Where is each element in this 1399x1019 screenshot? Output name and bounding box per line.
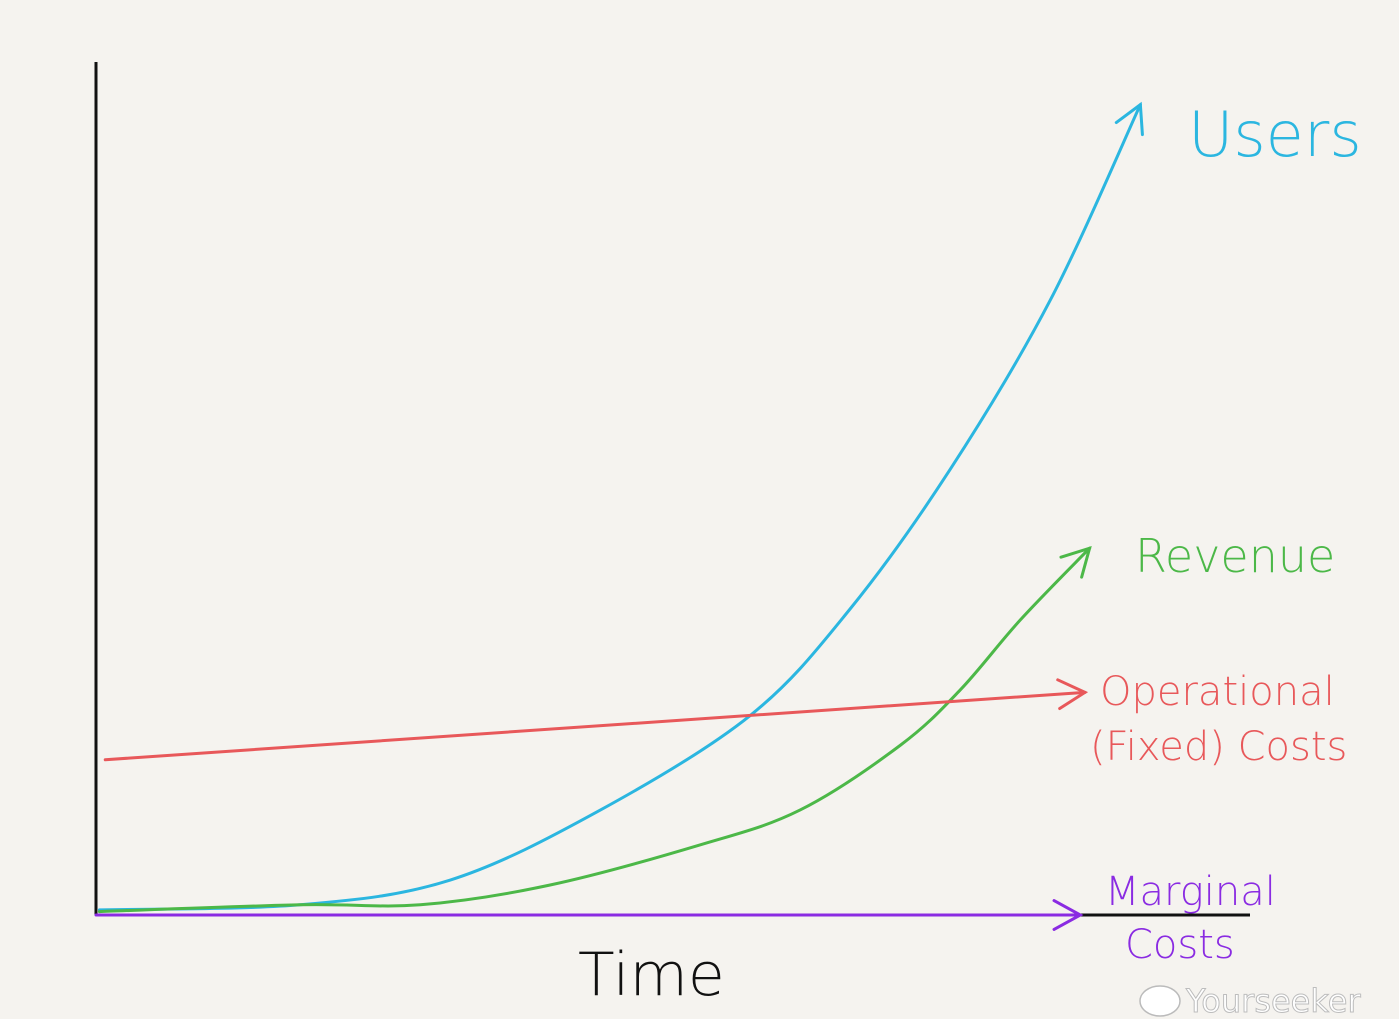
arrowhead-revenue [1059,545,1092,579]
series-label-marginal-line2: Costs [1125,922,1235,968]
series-label-users: Users [1188,98,1362,171]
x-axis-label: Time [578,940,725,1010]
watermark-text: Yourseeker [1185,982,1361,1019]
series-line-operational-fixed-costs [103,690,1087,762]
arrowhead-users [1114,101,1144,137]
series-label-operational-line2: (Fixed) Costs [1090,724,1347,770]
wechat-icon [1139,985,1181,1017]
series-line-users [97,103,1142,912]
watermark: Yourseeker [1139,982,1362,1019]
series-label-revenue: Revenue [1135,529,1335,583]
arrowhead-operational-fixed-costs [1056,678,1089,711]
arrowhead-marginal-costs [1052,899,1084,931]
series-label-marginal-line1: Marginal [1105,869,1276,915]
series-line-revenue [97,546,1092,914]
series-label-operational-line1: Operational [1100,669,1335,715]
